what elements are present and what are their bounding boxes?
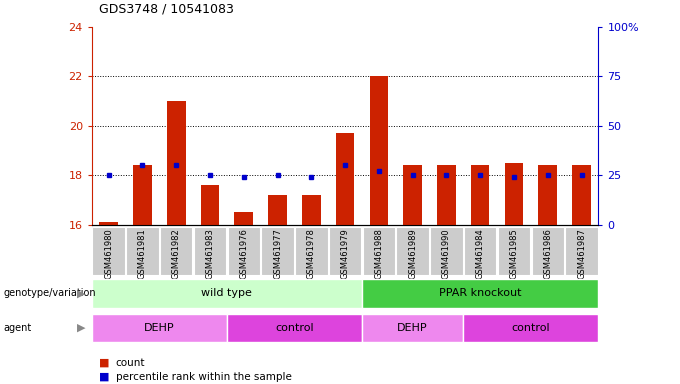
Text: ■: ■ [99,358,109,368]
Bar [295,227,328,275]
Text: PPAR knockout: PPAR knockout [439,288,522,298]
Text: GSM461981: GSM461981 [138,228,147,279]
Bar [194,227,226,275]
Text: GSM461990: GSM461990 [442,228,451,279]
Bar [498,227,530,275]
Bar [471,166,490,225]
Text: GSM461979: GSM461979 [341,228,350,279]
Bar [228,227,260,275]
Bar [464,227,496,275]
Text: GSM461988: GSM461988 [375,228,384,279]
Bar [302,195,320,225]
Text: agent: agent [3,323,32,333]
Text: control: control [511,323,550,333]
Bar [92,314,227,342]
Text: GSM461985: GSM461985 [509,228,518,279]
Text: GSM461977: GSM461977 [273,228,282,279]
Bar [396,227,429,275]
Bar [261,227,294,275]
Bar [403,166,422,225]
Bar [463,314,598,342]
Text: GSM461978: GSM461978 [307,228,316,279]
Text: GSM461989: GSM461989 [408,228,417,279]
Bar [336,133,354,225]
Bar [329,227,361,275]
Bar [92,227,125,275]
Bar [505,163,523,225]
Bar [532,227,564,275]
Bar [92,279,362,308]
Text: DEHP: DEHP [144,323,175,333]
Bar [167,101,186,225]
Bar [362,227,395,275]
Bar [362,314,463,342]
Bar [126,227,158,275]
Text: control: control [275,323,313,333]
Text: GDS3748 / 10541083: GDS3748 / 10541083 [99,2,233,15]
Text: GSM461980: GSM461980 [104,228,113,279]
Text: ▶: ▶ [76,288,85,298]
Text: DEHP: DEHP [397,323,428,333]
Text: genotype/variation: genotype/variation [3,288,96,298]
Bar [227,314,362,342]
Bar [133,166,152,225]
Text: wild type: wild type [201,288,252,298]
Text: GSM461986: GSM461986 [543,228,552,279]
Bar [99,222,118,225]
Bar [573,166,591,225]
Text: GSM461983: GSM461983 [205,228,214,279]
Text: GSM461982: GSM461982 [172,228,181,279]
Text: ▶: ▶ [76,323,85,333]
Bar [269,195,287,225]
Bar [565,227,598,275]
Text: count: count [116,358,145,368]
Bar [370,76,388,225]
Bar [362,279,598,308]
Text: ■: ■ [99,372,109,382]
Bar [201,185,219,225]
Text: GSM461987: GSM461987 [577,228,586,279]
Bar [539,166,557,225]
Bar [235,212,253,225]
Text: GSM461976: GSM461976 [239,228,248,279]
Bar [160,227,192,275]
Text: percentile rank within the sample: percentile rank within the sample [116,372,292,382]
Bar [430,227,462,275]
Bar [437,166,456,225]
Text: GSM461984: GSM461984 [476,228,485,279]
